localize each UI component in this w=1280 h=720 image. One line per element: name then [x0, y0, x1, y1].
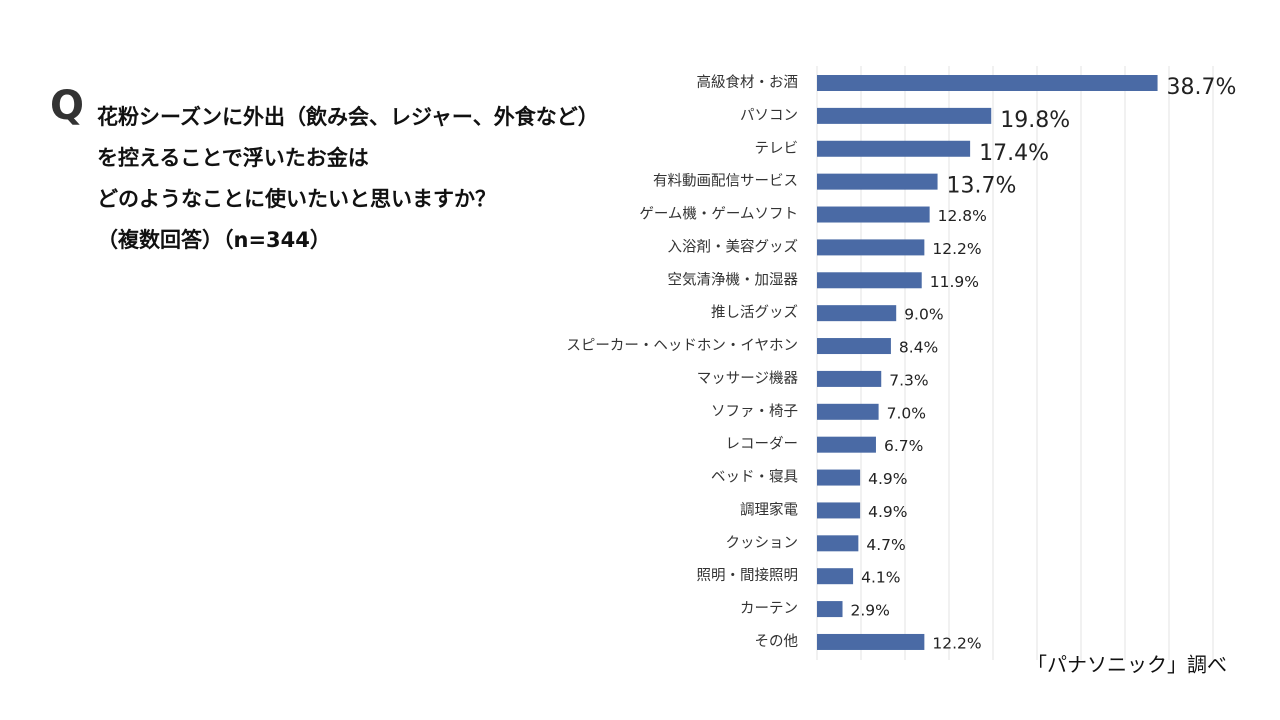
bar [817, 568, 854, 585]
category-label: 照明・間接照明 [697, 567, 799, 584]
value-label: 12.2% [932, 240, 981, 258]
bar [817, 107, 992, 124]
category-label: ソファ・椅子 [711, 403, 798, 420]
bar [817, 469, 861, 486]
title-line: どのようなことに使いたいと思いますか？ [97, 187, 496, 211]
value-label: 13.7% [947, 174, 1017, 199]
category-label: ゲーム機・ゲームソフト [639, 206, 798, 223]
title-line: （複数回答）（n=344） [97, 228, 331, 252]
bar [817, 173, 938, 190]
bar [817, 535, 859, 552]
value-label: 2.9% [851, 602, 890, 620]
bar [817, 206, 930, 223]
value-label: 7.0% [887, 404, 926, 422]
value-label: 7.3% [889, 371, 928, 389]
bar [817, 601, 843, 618]
value-label: 12.2% [932, 634, 981, 652]
bar [817, 403, 879, 420]
category-label: 有料動画配信サービス [653, 173, 798, 190]
value-label: 4.9% [868, 470, 907, 488]
value-label: 4.7% [866, 536, 905, 554]
bar [817, 305, 897, 322]
category-label: パソコン [740, 107, 798, 124]
bar [817, 239, 925, 256]
question-marker: Q [50, 83, 84, 129]
category-label: マッサージ機器 [697, 370, 799, 387]
category-label: 空気清浄機・加湿器 [668, 271, 799, 288]
bar [817, 140, 971, 157]
category-label: テレビ [755, 140, 799, 157]
category-label: その他 [755, 633, 799, 650]
category-label: 推し活グッズ [711, 304, 798, 321]
value-label: 19.8% [1000, 108, 1070, 133]
value-label: 8.4% [899, 339, 938, 357]
category-label: カーテン [740, 601, 798, 617]
bar [817, 338, 891, 355]
bar [817, 75, 1158, 91]
category-label: 調理家電 [740, 501, 798, 518]
category-label: スピーカー・ヘッドホン・イヤホン [566, 337, 798, 354]
bar [817, 502, 861, 519]
category-label: レコーダー [726, 436, 799, 453]
value-label: 4.9% [868, 503, 907, 521]
bar [817, 272, 922, 289]
value-label: 38.7% [1167, 75, 1237, 100]
value-label: 4.1% [861, 569, 900, 587]
value-label: 6.7% [884, 437, 923, 455]
bar [817, 633, 925, 650]
title-line: を控えることで浮いたお金は [97, 146, 369, 170]
category-label: 入浴剤・美容グッズ [668, 238, 799, 255]
category-label: クッション [726, 534, 799, 551]
bar [817, 370, 882, 387]
category-label: ベッド・寝具 [711, 468, 798, 486]
category-label: 高級食材・お酒 [697, 74, 799, 91]
value-label: 12.8% [938, 207, 987, 225]
value-label: 9.0% [904, 306, 943, 324]
source: 「パナソニック」調べ [1027, 653, 1227, 677]
bar [817, 436, 876, 453]
title-line: 花粉シーズンに外出（飲み会、レジャー、外食など） [97, 105, 599, 129]
value-label: 11.9% [930, 273, 979, 291]
value-label: 17.4% [979, 141, 1049, 166]
